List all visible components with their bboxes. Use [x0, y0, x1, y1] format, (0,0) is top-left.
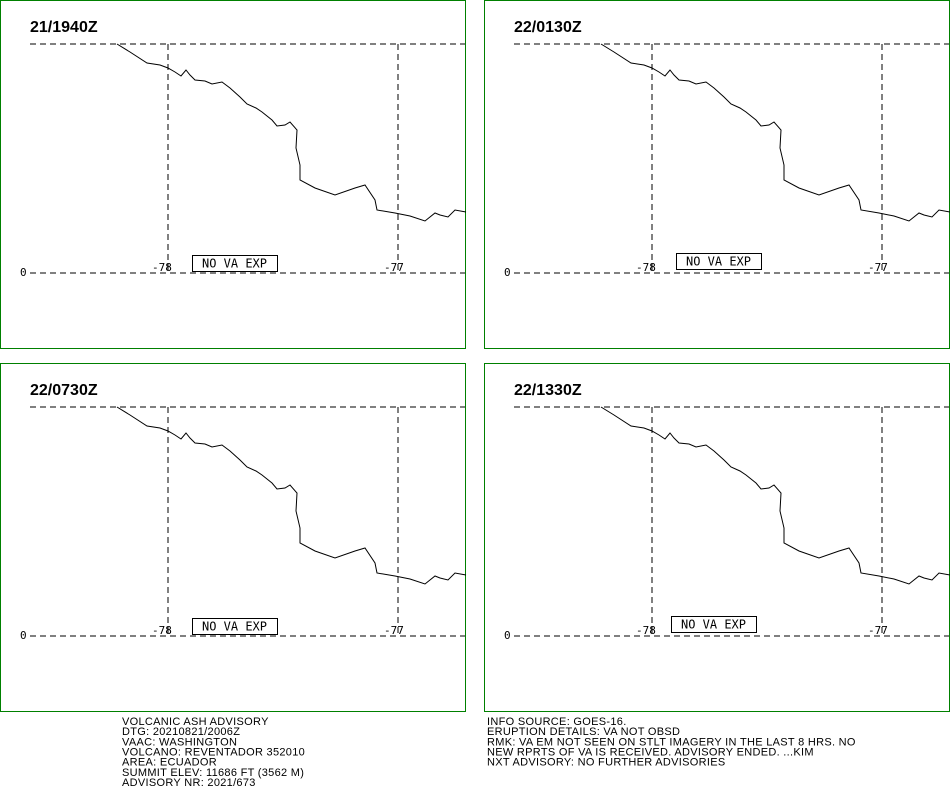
panel-border [0, 0, 466, 349]
panel-border [484, 363, 950, 712]
lat-label: 0 [20, 629, 27, 642]
status-text: NO VA EXP [686, 255, 751, 269]
coastline [600, 406, 950, 585]
map-panel: 22/0730Z 0 -78 -77 NO VA EXP [0, 363, 467, 712]
coastline [116, 406, 467, 585]
footer-line: NEW RPRTS OF VA IS RECEIVED. ADVISORY EN… [487, 747, 814, 759]
panel-border [484, 0, 950, 349]
coastline [116, 43, 467, 222]
lon-label: -77 [868, 261, 888, 274]
map-panel: 22/0130Z 0 -78 -77 NO VA EXP [484, 0, 950, 349]
status-text: NO VA EXP [681, 618, 746, 632]
lon-label: -78 [152, 261, 172, 274]
footer-line: SUMMIT ELEV: 11686 FT (3562 M) [122, 767, 304, 779]
panel-time: 21/1940Z [30, 19, 98, 36]
lon-label: -78 [636, 261, 656, 274]
footer-line: RMK: VA EM NOT SEEN ON STLT IMAGERY IN T… [487, 736, 856, 748]
lon-label: -77 [384, 624, 404, 637]
footer-line: AREA: ECUADOR [122, 757, 217, 769]
panel-border [0, 363, 466, 712]
panel-time: 22/0130Z [514, 19, 582, 36]
footer-line: VOLCANIC ASH ADVISORY [122, 716, 269, 728]
footer-line: ADVISORY NR: 2021/673 [122, 777, 256, 789]
status-box [192, 255, 278, 272]
status-box [671, 616, 757, 633]
map-panel: 21/1940Z 0 -78 -77 NO VA EXP [0, 0, 467, 349]
map-panel: 22/1330Z 0 -78 -77 NO VA EXP [484, 363, 950, 712]
footer-line: ERUPTION DETAILS: VA NOT OBSD [487, 726, 680, 738]
lon-label: -78 [636, 624, 656, 637]
lon-label: -77 [384, 261, 404, 274]
panel-time: 22/0730Z [30, 382, 98, 399]
coastline [600, 43, 950, 222]
status-box [192, 618, 278, 635]
lat-label: 0 [504, 266, 511, 279]
status-box [676, 253, 762, 270]
footer-line: VOLCANO: REVENTADOR 352010 [122, 747, 305, 759]
footer-line: NXT ADVISORY: NO FURTHER ADVISORIES [487, 757, 726, 769]
lat-label: 0 [504, 629, 511, 642]
panel-time: 22/1330Z [514, 382, 582, 399]
status-text: NO VA EXP [202, 620, 267, 634]
footer-line: VAAC: WASHINGTON [122, 736, 237, 748]
footer-line: DTG: 20210821/2006Z [122, 726, 240, 738]
lat-label: 0 [20, 266, 27, 279]
status-text: NO VA EXP [202, 257, 267, 271]
lon-label: -77 [868, 624, 888, 637]
footer-line: INFO SOURCE: GOES-16. [487, 716, 627, 728]
lon-label: -78 [152, 624, 172, 637]
